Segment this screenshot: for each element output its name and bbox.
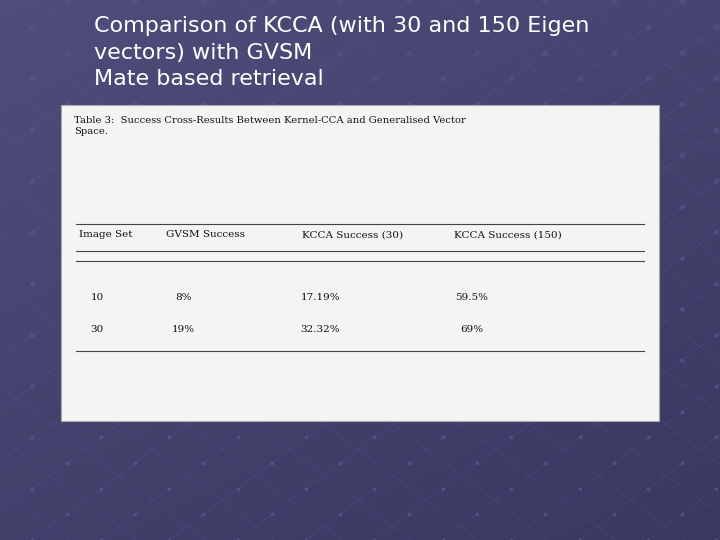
- Text: 30: 30: [91, 325, 104, 334]
- Text: KCCA Success (150): KCCA Success (150): [454, 231, 562, 239]
- Text: KCCA Success (30): KCCA Success (30): [302, 231, 403, 239]
- FancyBboxPatch shape: [61, 105, 659, 421]
- Text: 10: 10: [91, 293, 104, 301]
- Text: 32.32%: 32.32%: [300, 325, 341, 334]
- Text: 59.5%: 59.5%: [455, 293, 488, 301]
- Text: Table 3:  Success Cross-Results Between Kernel-CCA and Generalised Vector
Space.: Table 3: Success Cross-Results Between K…: [74, 116, 466, 136]
- Text: Comparison of KCCA (with 30 and 150 Eigen
vectors) with GVSM
Mate based retrieva: Comparison of KCCA (with 30 and 150 Eige…: [94, 16, 589, 89]
- Text: 17.19%: 17.19%: [300, 293, 341, 301]
- Text: 8%: 8%: [176, 293, 192, 301]
- Text: 69%: 69%: [460, 325, 483, 334]
- Text: 19%: 19%: [172, 325, 195, 334]
- Text: GVSM Success: GVSM Success: [166, 231, 245, 239]
- Text: Image Set: Image Set: [79, 231, 132, 239]
